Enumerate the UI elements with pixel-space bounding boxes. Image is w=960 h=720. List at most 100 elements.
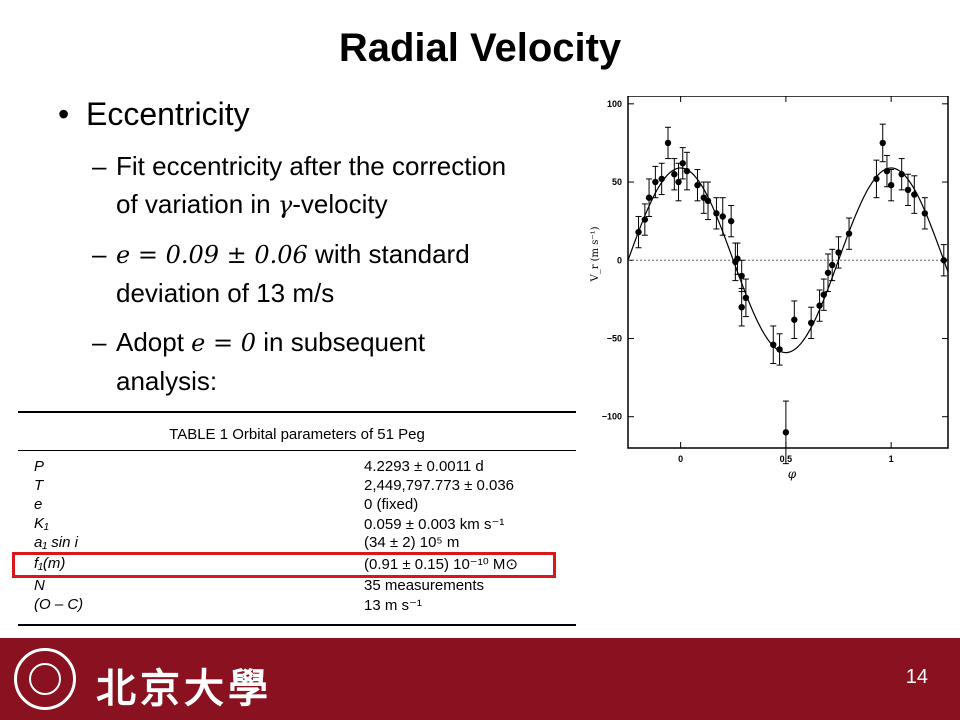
row-symbol: e bbox=[34, 496, 43, 513]
data-point bbox=[742, 294, 750, 302]
data-point bbox=[782, 429, 790, 436]
data-point bbox=[940, 257, 947, 264]
row-symbol: a₁ sin i bbox=[34, 534, 78, 551]
row-symbol: f₁(m) bbox=[34, 555, 66, 572]
bullet-eccentricity: • Eccentricity bbox=[58, 96, 250, 133]
sub2-text: with standard bbox=[307, 239, 470, 269]
data-point bbox=[883, 167, 891, 175]
data-point bbox=[816, 302, 823, 309]
highlight-box-f1m bbox=[12, 552, 556, 578]
adopt-formula: e = 0 bbox=[191, 329, 257, 357]
row-value: (0.91 ± 0.15) 10⁻¹⁰ M⊙ bbox=[364, 556, 518, 573]
dash-marker: – bbox=[92, 327, 107, 357]
y-tick-label: 50 bbox=[612, 177, 622, 187]
data-point bbox=[879, 139, 886, 147]
orbital-parameters-table: TABLE 1 Orbital parameters of 51 Peg P 4.… bbox=[18, 408, 576, 630]
eccentricity-formula: e = 0.09 ± 0.06 bbox=[116, 241, 308, 269]
data-point bbox=[921, 210, 929, 217]
row-value: 0.059 ± 0.003 km s⁻¹ bbox=[364, 516, 505, 533]
row-symbol: K₁ bbox=[34, 515, 49, 532]
row-value: (34 ± 2) 10⁵ m bbox=[364, 534, 460, 551]
sub-bullet-value: – e = 0.09 ± 0.06 with standard deviation… bbox=[92, 235, 612, 312]
sub1-line2: of variation in γ-velocity bbox=[92, 185, 612, 224]
slide-title: Radial Velocity bbox=[338, 26, 622, 70]
data-point bbox=[791, 316, 798, 323]
dash-marker: – bbox=[92, 151, 107, 181]
row-value: 13 m s⁻¹ bbox=[364, 597, 422, 614]
data-point bbox=[911, 191, 918, 198]
data-point bbox=[887, 181, 895, 189]
sub1-line2-post: -velocity bbox=[292, 189, 388, 219]
y-tick-label: −50 bbox=[607, 333, 622, 343]
sub-bullet-fit: – Fit eccentricity after the correction o… bbox=[92, 147, 612, 224]
data-point bbox=[734, 255, 741, 262]
bullet-dot: • bbox=[58, 96, 70, 132]
table-top-rule bbox=[18, 411, 576, 413]
row-symbol: N bbox=[34, 577, 45, 594]
data-point bbox=[727, 217, 735, 225]
data-point bbox=[679, 160, 686, 167]
page-number: 14 bbox=[905, 666, 928, 688]
data-point bbox=[738, 272, 745, 280]
sub1-line1: Fit eccentricity after the correction bbox=[116, 151, 507, 181]
data-point bbox=[845, 230, 853, 237]
data-point bbox=[719, 213, 726, 220]
data-point bbox=[683, 167, 691, 175]
gamma-symbol: γ bbox=[277, 191, 293, 219]
data-point bbox=[713, 210, 720, 217]
row-value: 35 measurements bbox=[364, 577, 485, 594]
sub1-line2-pre: of variation in bbox=[116, 189, 278, 219]
data-point bbox=[829, 261, 836, 269]
university-name-logo: 北京大學 bbox=[96, 665, 272, 712]
data-point bbox=[635, 228, 642, 236]
x-tick-label: 0 bbox=[678, 454, 683, 464]
plot-frame bbox=[627, 96, 949, 449]
data-point bbox=[641, 216, 649, 223]
row-value: 4.2293 ± 0.0011 d bbox=[364, 458, 484, 475]
university-seal-icon bbox=[14, 648, 76, 710]
data-point bbox=[898, 171, 905, 178]
x-tick-label: 1 bbox=[889, 454, 894, 464]
sub-bullet-adopt: – Adopt e = 0 in subsequent analysis: bbox=[92, 323, 612, 400]
sub3-pre: Adopt bbox=[116, 327, 192, 357]
sub3-line2: analysis: bbox=[116, 366, 218, 396]
row-value: 0 (fixed) bbox=[364, 496, 419, 513]
y-axis-label: V_r (m s⁻¹) bbox=[590, 226, 601, 282]
data-point bbox=[770, 341, 777, 348]
data-point bbox=[807, 319, 815, 327]
data-point bbox=[738, 304, 745, 311]
data-point bbox=[664, 139, 672, 147]
data-point bbox=[873, 175, 880, 183]
y-tick-label: −100 bbox=[602, 412, 622, 422]
data-point bbox=[824, 269, 832, 276]
sub2-line2: deviation of 13 m/s bbox=[116, 278, 335, 308]
row-symbol: P bbox=[34, 458, 45, 475]
data-point bbox=[675, 178, 682, 186]
data-point bbox=[704, 197, 712, 205]
data-point bbox=[652, 178, 659, 186]
row-symbol: T bbox=[34, 477, 44, 494]
sub3-post: in subsequent bbox=[256, 327, 426, 357]
y-tick-label: 100 bbox=[607, 99, 622, 109]
dash-marker: – bbox=[92, 239, 107, 269]
data-point bbox=[776, 346, 783, 353]
data-point bbox=[820, 291, 827, 298]
table-caption: TABLE 1 Orbital parameters of 51 Peg bbox=[169, 426, 425, 443]
table-bottom-rule bbox=[18, 624, 576, 626]
row-value: 2,449,797.773 ± 0.036 bbox=[364, 477, 515, 494]
data-point bbox=[645, 194, 653, 201]
fit-curve bbox=[627, 167, 949, 354]
data-point bbox=[671, 171, 678, 178]
data-point bbox=[835, 249, 842, 256]
data-point bbox=[904, 186, 912, 194]
bullet-text: Eccentricity bbox=[86, 96, 250, 132]
table-header-rule bbox=[18, 450, 576, 451]
row-symbol: (O – C) bbox=[34, 596, 84, 613]
footer-bar: 北京大學 14 bbox=[0, 638, 960, 720]
data-point bbox=[694, 181, 701, 189]
x-axis-label: φ bbox=[788, 467, 797, 481]
data-points bbox=[635, 123, 947, 465]
data-point bbox=[658, 175, 665, 183]
